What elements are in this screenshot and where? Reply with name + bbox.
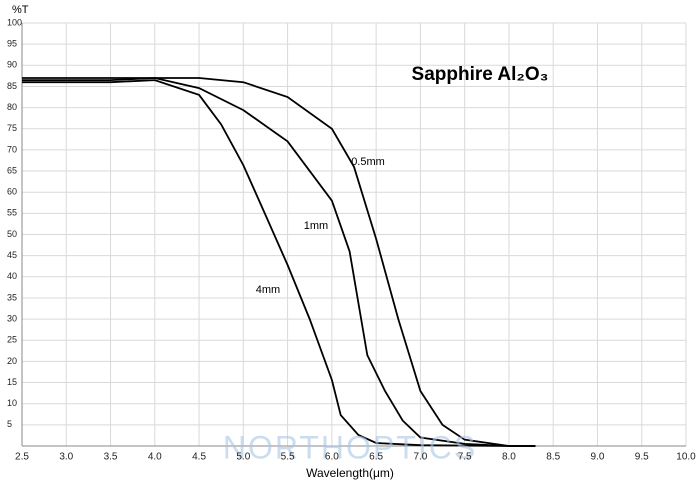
y-tick-label: 10 [7,398,17,408]
y-tick-label: 20 [7,356,17,366]
y-tick-label: 30 [7,313,17,323]
chart-title: Sapphire Al₂O₃ [412,64,549,85]
y-tick-label: 55 [7,208,17,218]
x-tick-label: 5.0 [236,452,250,463]
y-tick-label: 40 [7,271,17,281]
watermark: NORTHOPTICS [223,429,477,465]
y-tick-label: 35 [7,292,17,302]
y-tick-label: 85 [7,81,17,91]
y-tick-label: 15 [7,377,17,387]
series-label: 1mm [304,220,328,232]
y-tick-label: 25 [7,335,17,345]
y-tick-label: 95 [7,39,17,49]
x-tick-label: 10.0 [676,452,696,463]
y-tick-label: 45 [7,250,17,260]
x-tick-label: 4.0 [148,452,162,463]
y-tick-label: 5 [7,419,12,429]
x-tick-label: 8.0 [502,452,516,463]
x-tick-label: 4.5 [192,452,206,463]
y-tick-label: 50 [7,229,17,239]
x-tick-label: 7.5 [458,452,472,463]
y-tick-label: 65 [7,165,17,175]
x-axis-label: Wavelength(μm) [306,466,394,480]
y-tick-label: 90 [7,60,17,70]
y-tick-label: 70 [7,144,17,154]
x-tick-label: 8.5 [546,452,560,463]
x-tick-label: 6.5 [369,452,383,463]
series-label: 0.5mm [351,156,385,168]
x-tick-label: 5.5 [281,452,295,463]
x-tick-label: 3.5 [104,452,118,463]
x-tick-label: 9.5 [635,452,649,463]
y-tick-label: 80 [7,102,17,112]
x-tick-label: 3.0 [59,452,73,463]
series-line [22,77,536,447]
x-tick-label: 6.0 [325,452,339,463]
y-tick-label: 75 [7,123,17,133]
series-line [22,79,536,447]
series-line [22,77,536,447]
y-tick-label: 100 [7,17,22,27]
x-tick-label: 7.0 [413,452,427,463]
series-label: 4mm [256,284,280,296]
x-tick-label: 2.5 [15,452,29,463]
x-tick-label: 9.0 [591,452,605,463]
y-tick-label: 60 [7,187,17,197]
y-axis-label: %T [12,4,29,16]
